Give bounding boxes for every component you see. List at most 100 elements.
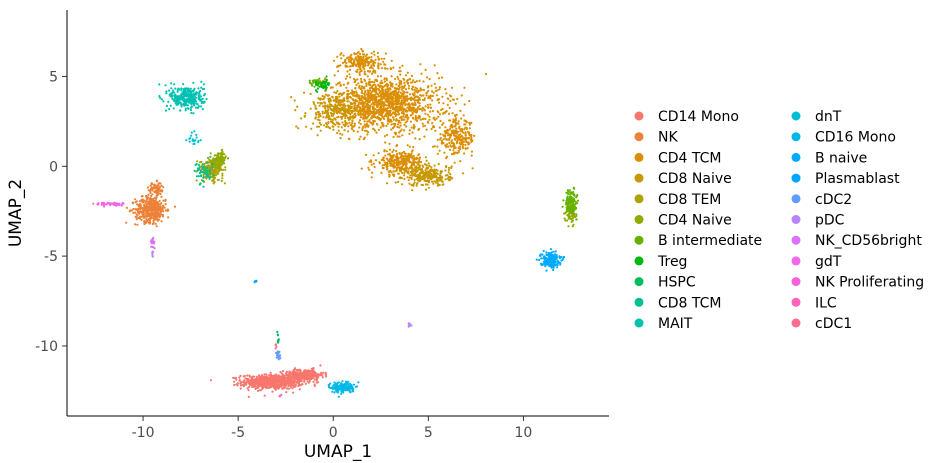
data-point <box>444 111 447 114</box>
data-point <box>351 102 354 105</box>
data-point <box>271 377 274 380</box>
data-point <box>447 112 451 115</box>
data-point <box>177 87 180 90</box>
data-point <box>369 61 372 64</box>
data-point <box>391 83 394 86</box>
data-point <box>340 117 343 120</box>
data-point <box>182 83 185 86</box>
data-point <box>242 375 245 378</box>
data-point <box>309 374 312 378</box>
data-point <box>390 105 393 108</box>
data-point <box>293 382 296 385</box>
data-point <box>357 101 360 104</box>
data-point <box>202 179 205 183</box>
data-point <box>444 88 447 91</box>
series-points <box>209 364 328 398</box>
data-point <box>360 77 363 80</box>
data-point <box>291 371 294 374</box>
data-point <box>467 141 470 144</box>
data-point <box>353 102 356 105</box>
data-point <box>470 140 473 143</box>
data-point <box>377 128 380 131</box>
data-point <box>403 85 406 88</box>
data-point <box>392 164 395 167</box>
data-point <box>217 170 221 173</box>
data-point <box>381 124 384 127</box>
data-point <box>289 384 292 387</box>
data-point <box>414 174 417 177</box>
data-point <box>374 85 377 88</box>
data-point <box>572 186 575 189</box>
data-point <box>325 85 328 88</box>
data-point <box>392 118 395 121</box>
data-point <box>280 376 283 379</box>
data-point <box>180 104 183 107</box>
data-point <box>434 90 437 93</box>
data-point <box>393 173 396 176</box>
data-point <box>265 373 268 376</box>
data-point <box>199 95 203 98</box>
data-point <box>368 89 371 92</box>
data-point <box>412 184 415 187</box>
data-point <box>358 73 361 77</box>
data-point <box>348 116 351 119</box>
data-point <box>206 161 209 164</box>
data-point <box>305 125 308 128</box>
data-point <box>453 137 457 140</box>
data-point <box>423 163 426 166</box>
data-point <box>147 189 150 192</box>
data-point <box>567 213 570 216</box>
data-point <box>365 129 368 133</box>
data-point <box>424 171 427 174</box>
data-point <box>361 49 364 52</box>
data-point <box>570 220 573 223</box>
data-point <box>353 53 357 56</box>
data-point <box>425 94 428 97</box>
data-point <box>416 119 419 123</box>
data-point <box>343 129 346 132</box>
data-point <box>357 105 360 108</box>
data-point <box>357 51 360 54</box>
data-point <box>438 183 441 187</box>
data-point <box>292 391 295 394</box>
data-point <box>425 159 428 162</box>
data-point <box>571 206 574 209</box>
data-point <box>389 67 392 70</box>
data-point <box>323 96 326 99</box>
data-point <box>573 199 576 202</box>
data-point <box>370 56 373 59</box>
data-point <box>364 126 367 129</box>
data-point <box>390 93 393 96</box>
data-point <box>361 95 364 98</box>
data-point <box>375 131 378 134</box>
data-point <box>454 121 457 124</box>
data-point <box>372 61 375 64</box>
data-point <box>151 183 154 186</box>
data-point <box>411 103 414 106</box>
data-point <box>412 146 415 149</box>
data-point <box>247 380 250 383</box>
data-point <box>354 112 357 115</box>
data-point <box>167 216 170 219</box>
data-point <box>411 116 415 119</box>
data-point <box>335 99 338 103</box>
data-point <box>200 86 203 89</box>
data-point <box>386 158 389 161</box>
data-point <box>459 148 462 151</box>
data-point <box>155 225 158 228</box>
data-point <box>446 177 449 180</box>
data-point <box>359 67 362 71</box>
data-point <box>391 85 394 88</box>
data-point <box>376 55 380 58</box>
data-point <box>337 99 340 102</box>
data-point <box>321 98 324 101</box>
data-point <box>291 376 294 379</box>
data-point <box>445 129 448 132</box>
data-point <box>458 146 461 149</box>
data-point <box>412 163 415 166</box>
data-point <box>349 123 352 126</box>
data-point <box>363 123 366 126</box>
data-point <box>408 132 411 135</box>
data-point <box>454 151 457 154</box>
data-point <box>443 130 446 133</box>
